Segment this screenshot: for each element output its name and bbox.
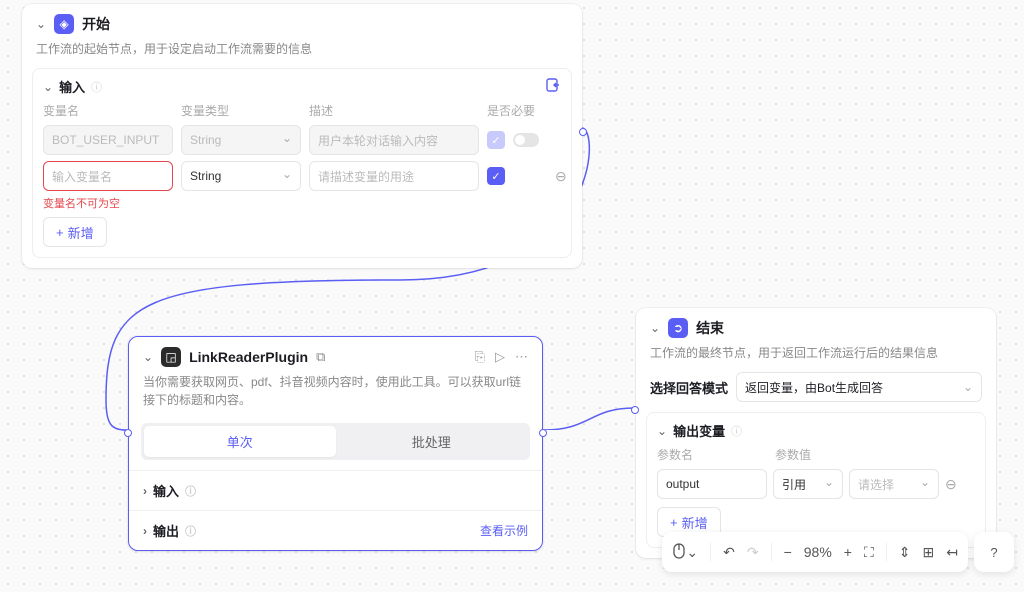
var-type-select: String <box>181 125 301 155</box>
var-desc-input[interactable]: 请描述变量的用途 <box>309 161 479 191</box>
col-value: 参数值 <box>775 446 975 463</box>
col-desc: 描述 <box>309 102 479 119</box>
auto-arrange-icon[interactable]: ↤ <box>946 544 958 561</box>
mode-select[interactable]: 返回变量，由Bot生成回答 <box>736 372 982 402</box>
mode-tabs: 单次 批处理 <box>141 423 530 460</box>
mouse-mode-icon[interactable]: ⌄ <box>672 543 698 561</box>
chevron-right-icon: › <box>143 524 147 538</box>
output-row: output 引用 请选择 ⊖ <box>657 469 975 499</box>
chevron-down-icon[interactable]: ⌄ <box>657 424 667 438</box>
node-title: 开始 <box>82 14 110 34</box>
toggle <box>513 133 539 147</box>
input-row: 输入变量名 String 请描述变量的用途 ✓ ⊖ <box>43 161 561 191</box>
output-port[interactable] <box>579 128 587 136</box>
add-label: 新增 <box>68 223 94 242</box>
output-section: ⌄ 输出变量 ⓘ 参数名 参数值 output 引用 请选择 ⊖ + 新增 <box>646 412 986 548</box>
help-button[interactable]: ? <box>974 532 1014 572</box>
plus-icon: + <box>670 515 678 530</box>
add-label: 新增 <box>682 513 708 532</box>
zoom-in-icon[interactable]: + <box>844 544 852 560</box>
node-start[interactable]: ⌄ ◈ 开始 工作流的起始节点，用于设定启动工作流需要的信息 ⌄ 输入 ⓘ 变量… <box>22 4 582 268</box>
section-title: 输入 <box>59 77 85 96</box>
node-description: 当你需要获取网页、pdf、抖音视频内容时，使用此工具。可以获取url链接下的标题… <box>129 373 542 419</box>
node-description: 工作流的最终节点，用于返回工作流运行后的结果信息 <box>636 344 996 372</box>
tab-batch[interactable]: 批处理 <box>336 426 528 457</box>
output-port[interactable] <box>539 429 547 437</box>
layout-icon[interactable]: ⊞ <box>923 544 935 561</box>
tab-single[interactable]: 单次 <box>144 426 336 457</box>
input-row: BOT_USER_INPUT String 用户本轮对话输入内容 ✓ <box>43 125 561 155</box>
input-port[interactable] <box>124 429 132 437</box>
col-name: 参数名 <box>657 446 767 463</box>
collapse-all-icon[interactable]: ⇕ <box>899 544 911 561</box>
plugin-icon: ◲ <box>161 347 181 367</box>
info-icon[interactable]: ⓘ <box>91 79 102 95</box>
start-icon: ◈ <box>54 14 74 34</box>
col-required: 是否必要 <box>487 102 547 119</box>
section-title: 输出变量 <box>673 421 725 440</box>
collapse-icon[interactable]: ⌄ <box>650 321 660 335</box>
error-message: 变量名不可为空 <box>43 195 561 211</box>
copy-icon[interactable]: ⎘ <box>475 349 485 365</box>
zoom-out-icon[interactable]: − <box>784 544 792 560</box>
undo-icon[interactable]: ↶ <box>723 544 735 561</box>
required-checkbox[interactable]: ✓ <box>487 167 505 185</box>
fit-icon[interactable]: ⛶ <box>864 544 874 561</box>
node-title: LinkReaderPlugin <box>189 349 308 365</box>
info-icon: ⓘ <box>185 483 196 499</box>
delete-row-icon[interactable]: ⊖ <box>945 476 969 493</box>
import-icon[interactable] <box>545 77 561 96</box>
var-name-input[interactable]: 输入变量名 <box>43 161 173 191</box>
info-icon[interactable]: ⓘ <box>731 423 742 439</box>
plus-icon: + <box>56 225 64 240</box>
info-icon: ⓘ <box>185 523 196 539</box>
more-icon[interactable]: ⋯ <box>515 349 528 365</box>
input-section: ⌄ 输入 ⓘ 变量名 变量类型 描述 是否必要 BOT_USER_INPUT S… <box>32 68 572 258</box>
delete-row-icon[interactable]: ⊖ <box>555 168 585 185</box>
var-name-input: BOT_USER_INPUT <box>43 125 173 155</box>
chevron-right-icon: › <box>143 484 147 498</box>
value-select[interactable]: 请选择 <box>849 469 939 499</box>
collapse-icon[interactable]: ⌄ <box>143 350 153 364</box>
node-description: 工作流的起始节点，用于设定启动工作流需要的信息 <box>22 40 582 68</box>
node-plugin[interactable]: ⌄ ◲ LinkReaderPlugin ⧉ ⎘ ▷ ⋯ 当你需要获取网页、pd… <box>128 336 543 551</box>
link-icon[interactable]: ⧉ <box>316 349 325 365</box>
output-collapsed[interactable]: › 输出 ⓘ 查看示例 <box>129 510 542 550</box>
table-header: 参数名 参数值 <box>657 446 975 463</box>
input-label: 输入 <box>153 481 179 500</box>
chevron-down-icon[interactable]: ⌄ <box>43 80 53 94</box>
table-header: 变量名 变量类型 描述 是否必要 <box>43 102 561 119</box>
end-icon: ➲ <box>668 318 688 338</box>
collapse-icon[interactable]: ⌄ <box>36 17 46 31</box>
col-name: 变量名 <box>43 102 173 119</box>
node-end[interactable]: ⌄ ➲ 结束 工作流的最终节点，用于返回工作流运行后的结果信息 选择回答模式 返… <box>636 308 996 558</box>
required-checkbox: ✓ <box>487 131 505 149</box>
input-collapsed[interactable]: › 输入 ⓘ <box>129 470 542 510</box>
var-type-select[interactable]: String <box>181 161 301 191</box>
ref-select[interactable]: 引用 <box>773 469 843 499</box>
zoom-level[interactable]: 98% <box>804 544 832 560</box>
view-example-link[interactable]: 查看示例 <box>480 522 528 539</box>
canvas-toolbar: ⌄ ↶ ↷ − 98% + ⛶ ⇕ ⊞ ↤ <box>662 532 968 572</box>
node-title: 结束 <box>696 318 724 338</box>
var-desc-input: 用户本轮对话输入内容 <box>309 125 479 155</box>
col-type: 变量类型 <box>181 102 301 119</box>
add-button[interactable]: + 新增 <box>43 217 107 247</box>
redo-icon[interactable]: ↷ <box>747 544 759 561</box>
mode-label: 选择回答模式 <box>650 378 728 397</box>
input-port[interactable] <box>631 406 639 414</box>
param-name-input[interactable]: output <box>657 469 767 499</box>
run-icon[interactable]: ▷ <box>495 349 505 365</box>
output-label: 输出 <box>153 521 179 540</box>
